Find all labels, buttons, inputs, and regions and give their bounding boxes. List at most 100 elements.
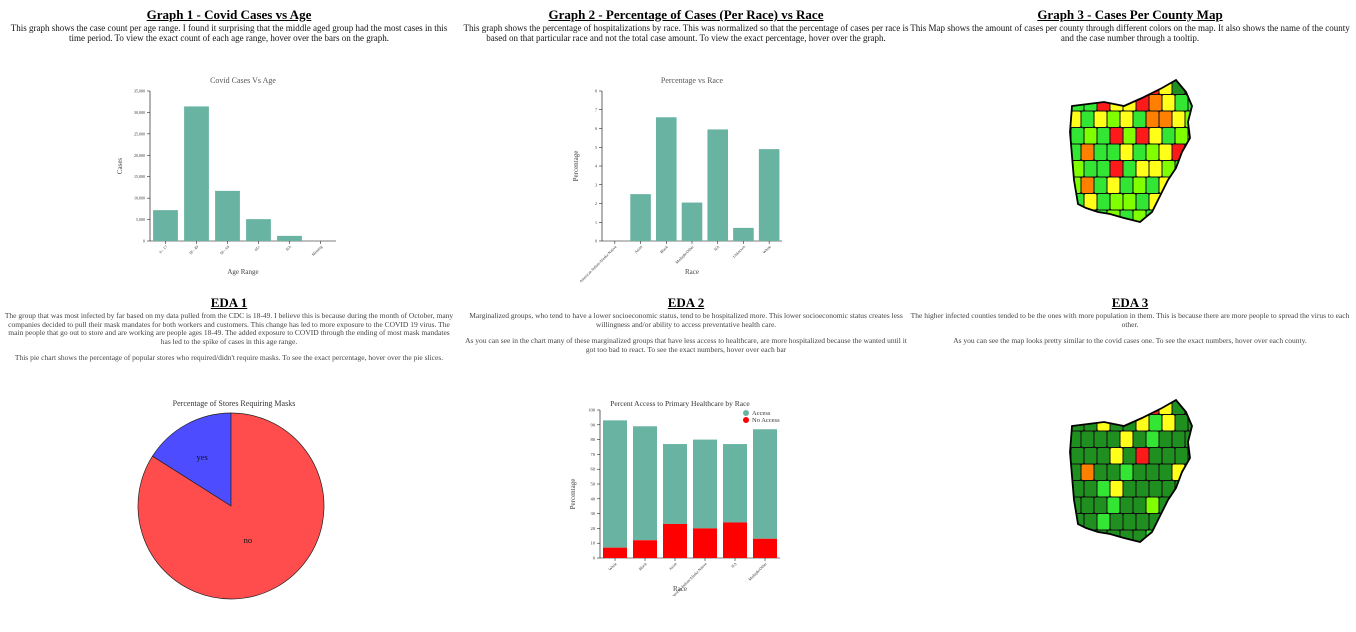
y-tick-label: 20	[591, 526, 596, 531]
county	[1080, 110, 1095, 128]
county	[1106, 463, 1121, 481]
bar-multiple-other	[681, 202, 703, 241]
bar-50-64	[215, 190, 240, 241]
x-tick-label: Missing	[311, 244, 324, 257]
x-tick-label: Black	[638, 561, 648, 571]
y-tick-label: 1	[595, 220, 597, 225]
y-tick-label: 30	[591, 511, 596, 516]
county	[1119, 143, 1134, 161]
county	[1080, 463, 1095, 481]
county	[1122, 160, 1137, 178]
legend-label-access: Access	[752, 410, 771, 417]
bar-access-asian	[663, 444, 687, 524]
y-tick-label: 15,000	[134, 174, 145, 180]
county	[1106, 209, 1121, 222]
county	[1184, 209, 1192, 222]
county	[1145, 496, 1160, 514]
county	[1109, 513, 1124, 531]
county	[1096, 160, 1111, 178]
county	[1093, 400, 1108, 415]
x-axis-label: Age Range	[227, 268, 258, 276]
county	[1135, 160, 1150, 178]
county	[1106, 529, 1121, 542]
county	[1080, 529, 1095, 542]
county	[1171, 430, 1186, 448]
county	[1083, 127, 1098, 145]
county	[1148, 127, 1163, 145]
bar-no-access-asian	[663, 523, 687, 558]
y-tick-label: 30,000	[134, 110, 145, 116]
county	[1158, 463, 1173, 481]
county	[1080, 430, 1095, 448]
county	[1184, 176, 1192, 194]
county	[1148, 447, 1163, 465]
eda2-paragraph-1: Marginalized groups, who tend to have a …	[469, 311, 903, 329]
bar-0-17	[153, 210, 178, 241]
county	[1070, 529, 1082, 542]
ohio-cases-map	[1069, 78, 1193, 223]
y-tick-label: 40	[591, 496, 596, 501]
county	[1122, 127, 1137, 145]
bar-access-american-indian-alaska-native	[693, 439, 717, 529]
county	[1171, 463, 1186, 481]
county	[1148, 480, 1163, 498]
county	[1106, 430, 1121, 448]
x-axis-label: Race	[685, 268, 699, 276]
y-tick-label: 5	[595, 145, 597, 150]
x-tick-label: Unknown	[731, 244, 746, 259]
county	[1080, 80, 1095, 95]
chart-title: Percent Access to Primary Healthcare by …	[610, 399, 750, 408]
county	[1080, 400, 1095, 415]
eda3-paragraph-2: As you can see the map looks pretty simi…	[953, 336, 1307, 345]
county	[1070, 414, 1085, 432]
y-tick-label: 70	[591, 452, 596, 457]
pie-label-no: no	[244, 535, 253, 545]
bar-18-49	[184, 106, 209, 241]
y-axis-label: Percentage	[572, 151, 580, 182]
bar-no-access-american-indian-alaska-native	[693, 528, 717, 558]
county	[1093, 143, 1108, 161]
county	[1083, 480, 1098, 498]
bar-na	[277, 235, 302, 241]
county	[1184, 463, 1192, 481]
county	[1109, 480, 1124, 498]
county	[1184, 110, 1192, 128]
legend-swatch-no-access	[743, 417, 749, 423]
county	[1119, 176, 1134, 194]
eda2-paragraph-2: As you can see in the chart many of thes…	[465, 336, 907, 354]
y-tick-label: 25,000	[134, 131, 145, 137]
bar-no-access-multiple-other	[753, 538, 777, 558]
graph3-description: This Map shows the amount of cases per c…	[910, 23, 1350, 43]
county	[1083, 160, 1098, 178]
county	[1135, 447, 1150, 465]
county	[1161, 127, 1176, 145]
county	[1174, 193, 1189, 211]
chart-title: Percentage of Stores Requiring Masks	[173, 399, 296, 408]
county	[1096, 513, 1111, 531]
county	[1132, 400, 1147, 415]
x-tick-label: NA	[713, 244, 721, 252]
county	[1135, 513, 1150, 531]
graph2-section: Graph 2 - Percentage of Cases (Per Race)…	[460, 8, 912, 44]
county	[1119, 496, 1134, 514]
county	[1096, 127, 1111, 145]
bar-no-access-white	[603, 547, 627, 558]
state-outline	[1069, 78, 1193, 223]
legend-label-no-access: No Access	[752, 417, 780, 424]
county	[1109, 447, 1124, 465]
y-tick-label: 5,000	[136, 217, 145, 223]
county	[1171, 529, 1186, 542]
county	[1093, 110, 1108, 128]
county	[1145, 176, 1160, 194]
y-tick-label: 0	[593, 556, 596, 561]
county	[1119, 430, 1134, 448]
y-tick-label: 0	[143, 239, 145, 244]
county	[1171, 209, 1186, 222]
x-tick-label: 0 - 17	[158, 244, 168, 254]
county	[1093, 496, 1108, 514]
county	[1184, 430, 1192, 448]
county	[1109, 127, 1124, 145]
county	[1161, 94, 1176, 112]
county	[1187, 193, 1192, 211]
bar-access-black	[633, 426, 657, 541]
